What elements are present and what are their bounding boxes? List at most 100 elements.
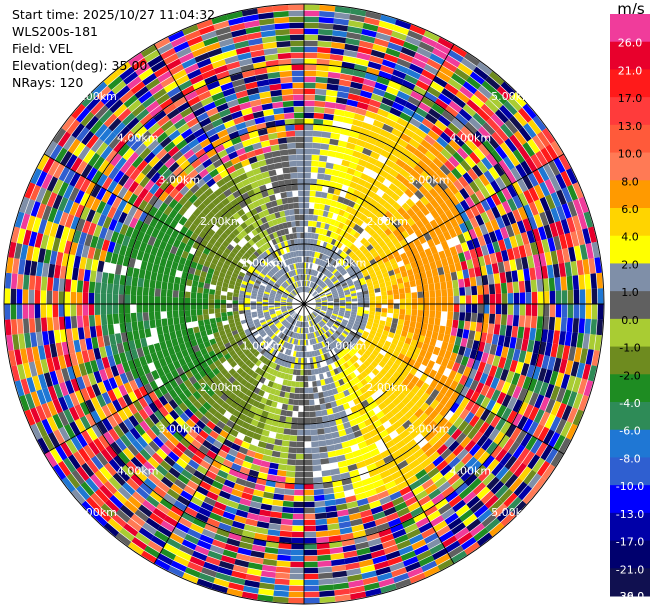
velocity-gate — [389, 168, 399, 178]
velocity-gate — [344, 556, 359, 565]
velocity-gate — [449, 391, 460, 402]
velocity-gate — [115, 157, 127, 170]
velocity-gate — [85, 337, 93, 350]
velocity-gate — [127, 193, 138, 205]
velocity-gate — [310, 423, 318, 430]
velocity-gate — [538, 367, 547, 382]
velocity-gate — [248, 444, 258, 452]
velocity-gate — [317, 315, 323, 320]
velocity-gate — [305, 315, 307, 322]
velocity-gate — [178, 517, 193, 528]
velocity-gate — [394, 96, 408, 107]
velocity-gate — [585, 243, 594, 259]
velocity-gate — [594, 257, 602, 274]
velocity-gate — [219, 244, 227, 252]
velocity-gate — [41, 418, 53, 435]
velocity-gate — [452, 279, 459, 289]
velocity-gate — [193, 326, 200, 334]
velocity-gate — [455, 90, 470, 104]
velocity-gate — [597, 304, 604, 320]
velocity-gate — [423, 304, 430, 311]
velocity-gate — [172, 527, 187, 539]
velocity-gate — [405, 143, 417, 154]
velocity-gate — [64, 240, 73, 255]
velocity-gate — [504, 455, 518, 470]
velocity-gate — [366, 532, 380, 541]
velocity-gate — [280, 326, 286, 332]
velocity-gate — [473, 130, 487, 144]
velocity-gate — [76, 304, 83, 316]
velocity-gate — [285, 322, 290, 328]
velocity-gate — [466, 99, 481, 113]
velocity-gate — [549, 290, 556, 304]
velocity-gate — [318, 314, 323, 319]
velocity-gate — [323, 261, 328, 268]
velocity-gate — [338, 171, 347, 179]
velocity-gate — [317, 560, 332, 567]
velocity-gate — [286, 302, 293, 304]
velocity-gate — [65, 266, 73, 280]
velocity-gate — [329, 319, 335, 324]
velocity-gate — [286, 301, 293, 303]
velocity-gate — [488, 499, 503, 514]
velocity-gate — [18, 333, 26, 349]
velocity-gate — [327, 307, 333, 311]
velocity-gate — [225, 397, 234, 406]
velocity-gate — [122, 406, 133, 418]
velocity-gate — [252, 357, 259, 365]
velocity-gate — [480, 352, 489, 364]
velocity-gate — [485, 387, 496, 400]
velocity-gate — [366, 463, 377, 472]
velocity-gate — [541, 128, 556, 144]
velocity-gate — [431, 124, 444, 137]
velocity-gate — [179, 437, 191, 449]
velocity-gate — [116, 233, 125, 245]
velocity-gate — [311, 154, 320, 161]
velocity-gate — [321, 300, 328, 303]
velocity-gate — [503, 100, 518, 116]
velocity-gate — [449, 195, 460, 206]
velocity-gate — [130, 456, 143, 469]
velocity-gate — [244, 579, 260, 588]
velocity-gate — [80, 387, 91, 402]
velocity-gate — [402, 342, 410, 351]
velocity-gate — [272, 317, 278, 322]
velocity-gate — [256, 301, 263, 304]
velocity-gate — [52, 316, 60, 331]
velocity-gate — [93, 156, 105, 170]
velocity-gate — [325, 339, 330, 345]
velocity-gate — [363, 418, 373, 427]
velocity-gate — [375, 295, 382, 301]
velocity-gate — [184, 310, 191, 317]
velocity-gate — [518, 485, 532, 501]
velocity-gate — [64, 291, 71, 304]
velocity-gate — [334, 6, 351, 14]
velocity-gate — [394, 534, 409, 545]
velocity-gate — [336, 287, 343, 292]
velocity-gate — [448, 100, 463, 113]
velocity-gate — [76, 107, 90, 123]
velocity-gate — [222, 459, 234, 468]
velocity-gate — [24, 260, 32, 276]
velocity-gate — [453, 416, 464, 429]
velocity-gate — [451, 118, 465, 131]
velocity-gate — [292, 519, 304, 526]
velocity-gate — [246, 318, 253, 323]
velocity-gate — [344, 173, 354, 181]
velocity-gate — [320, 379, 326, 386]
velocity-gate — [176, 457, 188, 469]
velocity-gate — [262, 259, 268, 266]
velocity-gate — [41, 317, 48, 332]
velocity-gate — [262, 558, 277, 566]
velocity-gate — [346, 432, 356, 441]
velocity-gate — [310, 289, 315, 295]
velocity-gate — [566, 168, 578, 185]
velocity-gate — [359, 509, 373, 518]
velocity-gate — [275, 364, 281, 371]
velocity-gate — [308, 333, 312, 339]
velocity-gate — [393, 267, 401, 275]
velocity-gate — [159, 460, 172, 472]
velocity-gate — [73, 451, 86, 466]
velocity-gate — [320, 197, 327, 205]
velocity-gate — [279, 390, 286, 398]
